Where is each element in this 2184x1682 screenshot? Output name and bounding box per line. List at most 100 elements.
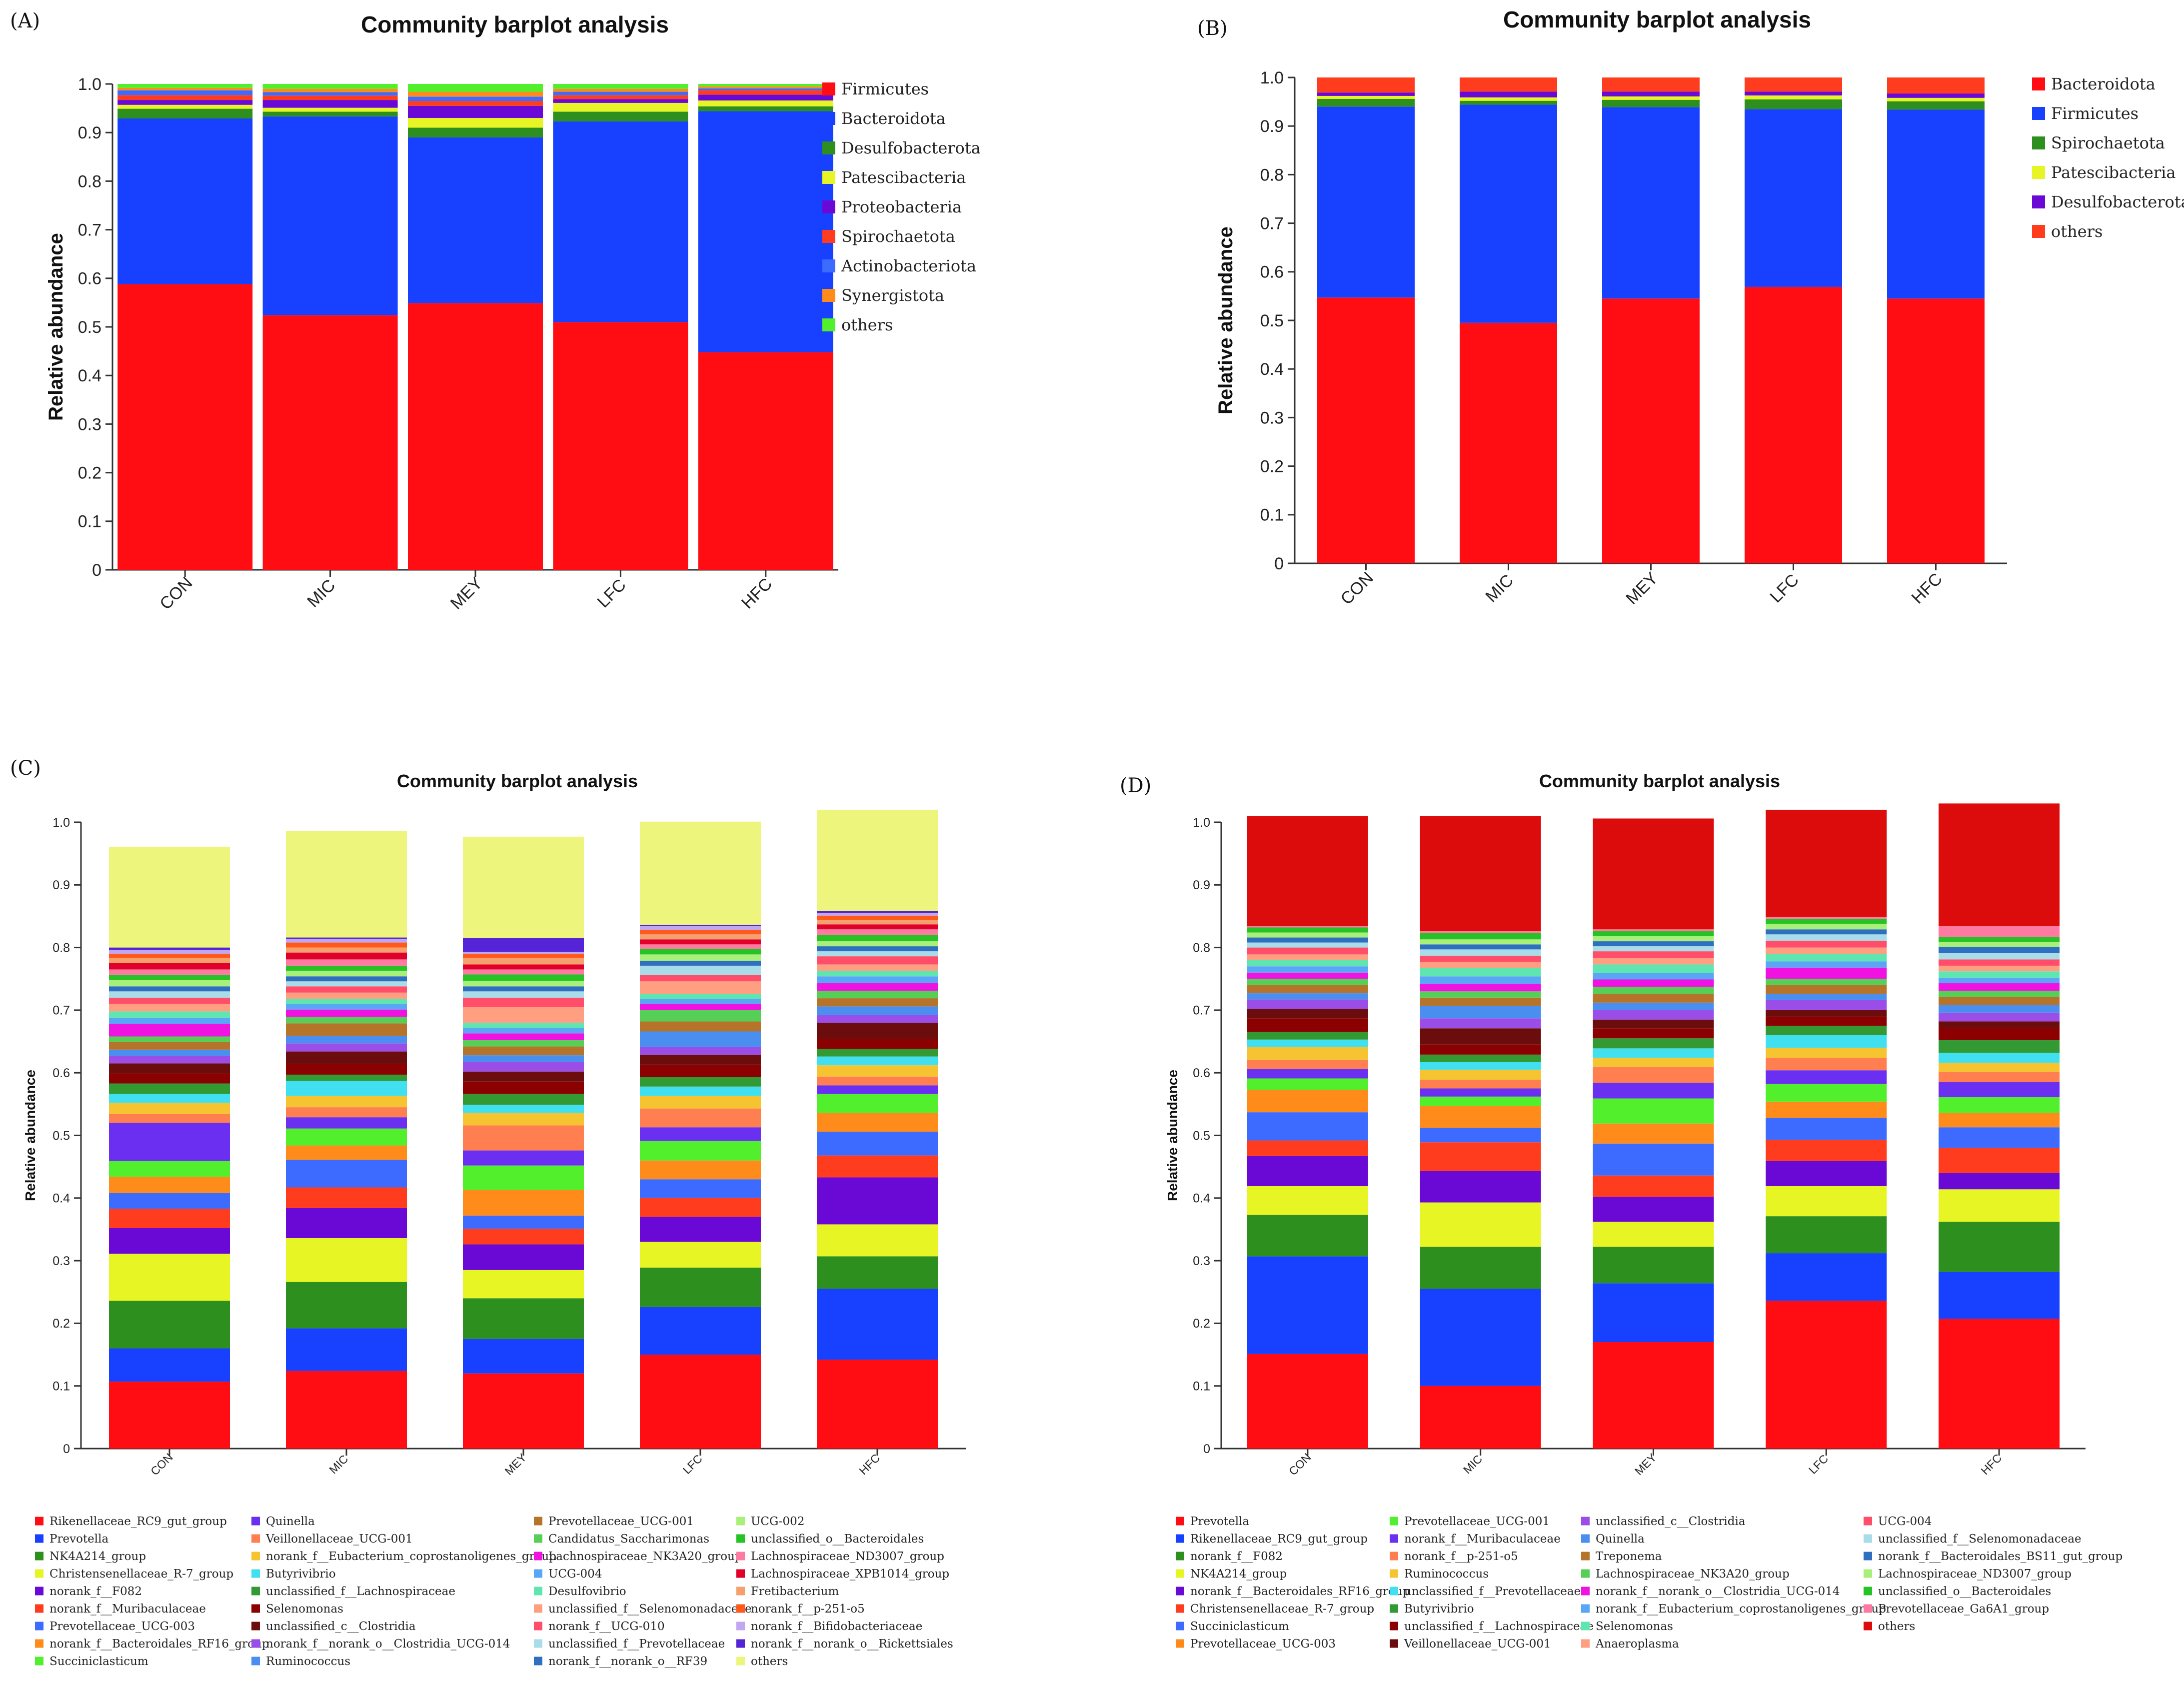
- legend-label: NK4A214_group: [1190, 1568, 1287, 1581]
- legend-swatch: [2032, 166, 2045, 179]
- legend-label: Firmicutes: [841, 79, 929, 98]
- legend-swatch: [822, 141, 835, 154]
- bar-segment-mey-8: [408, 84, 543, 92]
- bar-segment-hfc-14: [1939, 1027, 2060, 1041]
- y-tick-label: 0.7: [78, 221, 101, 240]
- bar-segment-hfc-17: [1939, 1005, 2060, 1013]
- legend-label: Veillonellaceae_UCG-001: [1404, 1638, 1551, 1651]
- legend-label: Lachnospiraceae_NK3A20_group: [548, 1550, 742, 1563]
- bar-segment-mic-15: [1420, 1028, 1541, 1045]
- bar-segment-hfc-7: [1939, 1113, 2060, 1128]
- bar-segment-mey-4: [1602, 91, 1700, 96]
- bar-segment-mic-7: [286, 1145, 407, 1160]
- bar-segment-hfc-11: [817, 1065, 938, 1077]
- bar-segment-con-30: [109, 963, 230, 970]
- panel-b: (B) Community barplot analysis 0 0.1 0.2 0.3 0…: [1197, 6, 2184, 608]
- bar-segment-con-0: [1317, 297, 1415, 563]
- legend-swatch: [2032, 107, 2045, 120]
- bar-segment-hfc-1: [817, 1289, 938, 1360]
- bar-segment-con-11: [109, 1103, 230, 1114]
- bar-segment-mey-8: [463, 1165, 584, 1190]
- bar-segment-mey-23: [1593, 958, 1714, 965]
- bar-segment-hfc-26: [817, 946, 938, 952]
- chart-title: Community barplot analysis: [397, 771, 638, 791]
- bar-segment-mey-24: [1593, 951, 1714, 958]
- bar-segment-hfc-8: [1939, 1097, 2060, 1113]
- y-axis-label: Relative abundance: [45, 233, 67, 421]
- bar-segment-mic-28: [1420, 933, 1541, 940]
- legend-swatch: [251, 1622, 260, 1631]
- y-tick-label: 0.5: [52, 1129, 70, 1143]
- bar-segment-lfc-10: [1766, 1058, 1887, 1071]
- bar-segment-lfc-4: [1766, 1161, 1887, 1186]
- bar-segment-con-0: [109, 1381, 230, 1449]
- bar-segment-hfc-15: [1939, 1021, 2060, 1028]
- legend-swatch: [1390, 1587, 1398, 1596]
- bar-segment-mic-0: [1460, 322, 1557, 563]
- bar-segment-mey-0: [463, 1373, 584, 1449]
- bar-segment-mic-8: [1420, 1096, 1541, 1106]
- bar-segment-hfc-3: [698, 100, 833, 106]
- bar-segment-mey-1: [463, 1339, 584, 1374]
- bar-segment-con-25: [1247, 942, 1368, 948]
- y-tick-label: 0.4: [1260, 360, 1284, 379]
- legend-label: Spirochaetota: [841, 227, 955, 246]
- y-tick-label: 0.2: [78, 464, 101, 483]
- bar-segment-lfc-13: [1766, 1026, 1887, 1036]
- bar-segment-mey-11: [1593, 1058, 1714, 1067]
- y-tick-label: 0.6: [1260, 263, 1284, 282]
- bar-segment-mic-6: [262, 92, 398, 96]
- bar-segment-lfc-18: [1766, 985, 1887, 994]
- bar-segment-mic-4: [1460, 91, 1557, 97]
- bar-segment-con-14: [109, 1073, 230, 1084]
- bar-segment-con-5: [1247, 1140, 1368, 1156]
- bar-segment-mic-9: [286, 1117, 407, 1129]
- bar-segment-con-4: [117, 100, 253, 105]
- bar-segment-lfc-7: [553, 88, 688, 92]
- legend-label: Desulfobacterota: [841, 138, 981, 157]
- bar-segment-hfc-32: [817, 915, 938, 920]
- bar-segment-mey-21: [1593, 973, 1714, 980]
- bar-segment-hfc-31: [817, 920, 938, 925]
- bar-segment-con-27: [1247, 932, 1368, 938]
- bar-segment-con-5: [117, 95, 253, 100]
- bar-segment-con-19: [109, 1036, 230, 1042]
- legend-label: Anaeroplasma: [1595, 1638, 1679, 1651]
- bar-segment-hfc-0: [698, 352, 833, 570]
- bar-segment-con-6: [1247, 1112, 1368, 1141]
- legend-label: norank_f__norank_o__Clostridia_UCG-014: [266, 1638, 510, 1651]
- bar-segment-hfc-5: [698, 90, 833, 95]
- bar-segment-hfc-35: [817, 809, 938, 911]
- bar-segment-lfc-31: [640, 934, 761, 940]
- legend-swatch: [35, 1534, 43, 1543]
- y-tick-label: 0.4: [52, 1192, 70, 1206]
- bar-segment-mic-24: [286, 986, 407, 993]
- legend-label: Christensenellaceae_R-7_group: [1190, 1603, 1374, 1616]
- bar-segment-lfc-0: [640, 1355, 761, 1449]
- legend-label: Desulfovibrio: [548, 1585, 626, 1598]
- bar-segment-lfc-11: [1766, 1048, 1887, 1058]
- bar-segment-mey-1: [1593, 1283, 1714, 1342]
- panel-a: (A) Community barplot analysis 0 0.1 0.2 0.3 0…: [10, 9, 981, 613]
- y-tick-label: 0.7: [1260, 214, 1284, 233]
- x-tick-label-hfc: HFC: [738, 574, 776, 612]
- bar-segment-hfc-29: [1939, 926, 2060, 937]
- legend-label: Quinella: [1596, 1533, 1645, 1546]
- y-tick-label: 0.9: [52, 878, 70, 892]
- bar-segment-mey-25: [463, 991, 584, 998]
- bar-segment-con-1: [1317, 106, 1415, 298]
- y-tick-label: 0.6: [1193, 1066, 1210, 1080]
- bar-segment-mey-28: [463, 974, 584, 981]
- bar-segment-mey-31: [463, 958, 584, 965]
- bar-segment-lfc-3: [553, 102, 688, 112]
- bar-segment-mey-3: [1602, 96, 1700, 100]
- bar-segment-hfc-1: [1887, 109, 1985, 299]
- bar-segment-hfc-23: [1939, 965, 2060, 972]
- legend-label: Lachnospiraceae_ND3007_group: [1878, 1568, 2072, 1581]
- bar-segment-mey-13: [463, 1094, 584, 1105]
- bar-segment-mey-32: [463, 954, 584, 958]
- bar-segment-lfc-9: [1766, 1070, 1887, 1084]
- bar-segment-con-27: [109, 980, 230, 987]
- legend-label: Bacteroidota: [2051, 74, 2156, 93]
- bar-segment-con-0: [1247, 1354, 1368, 1449]
